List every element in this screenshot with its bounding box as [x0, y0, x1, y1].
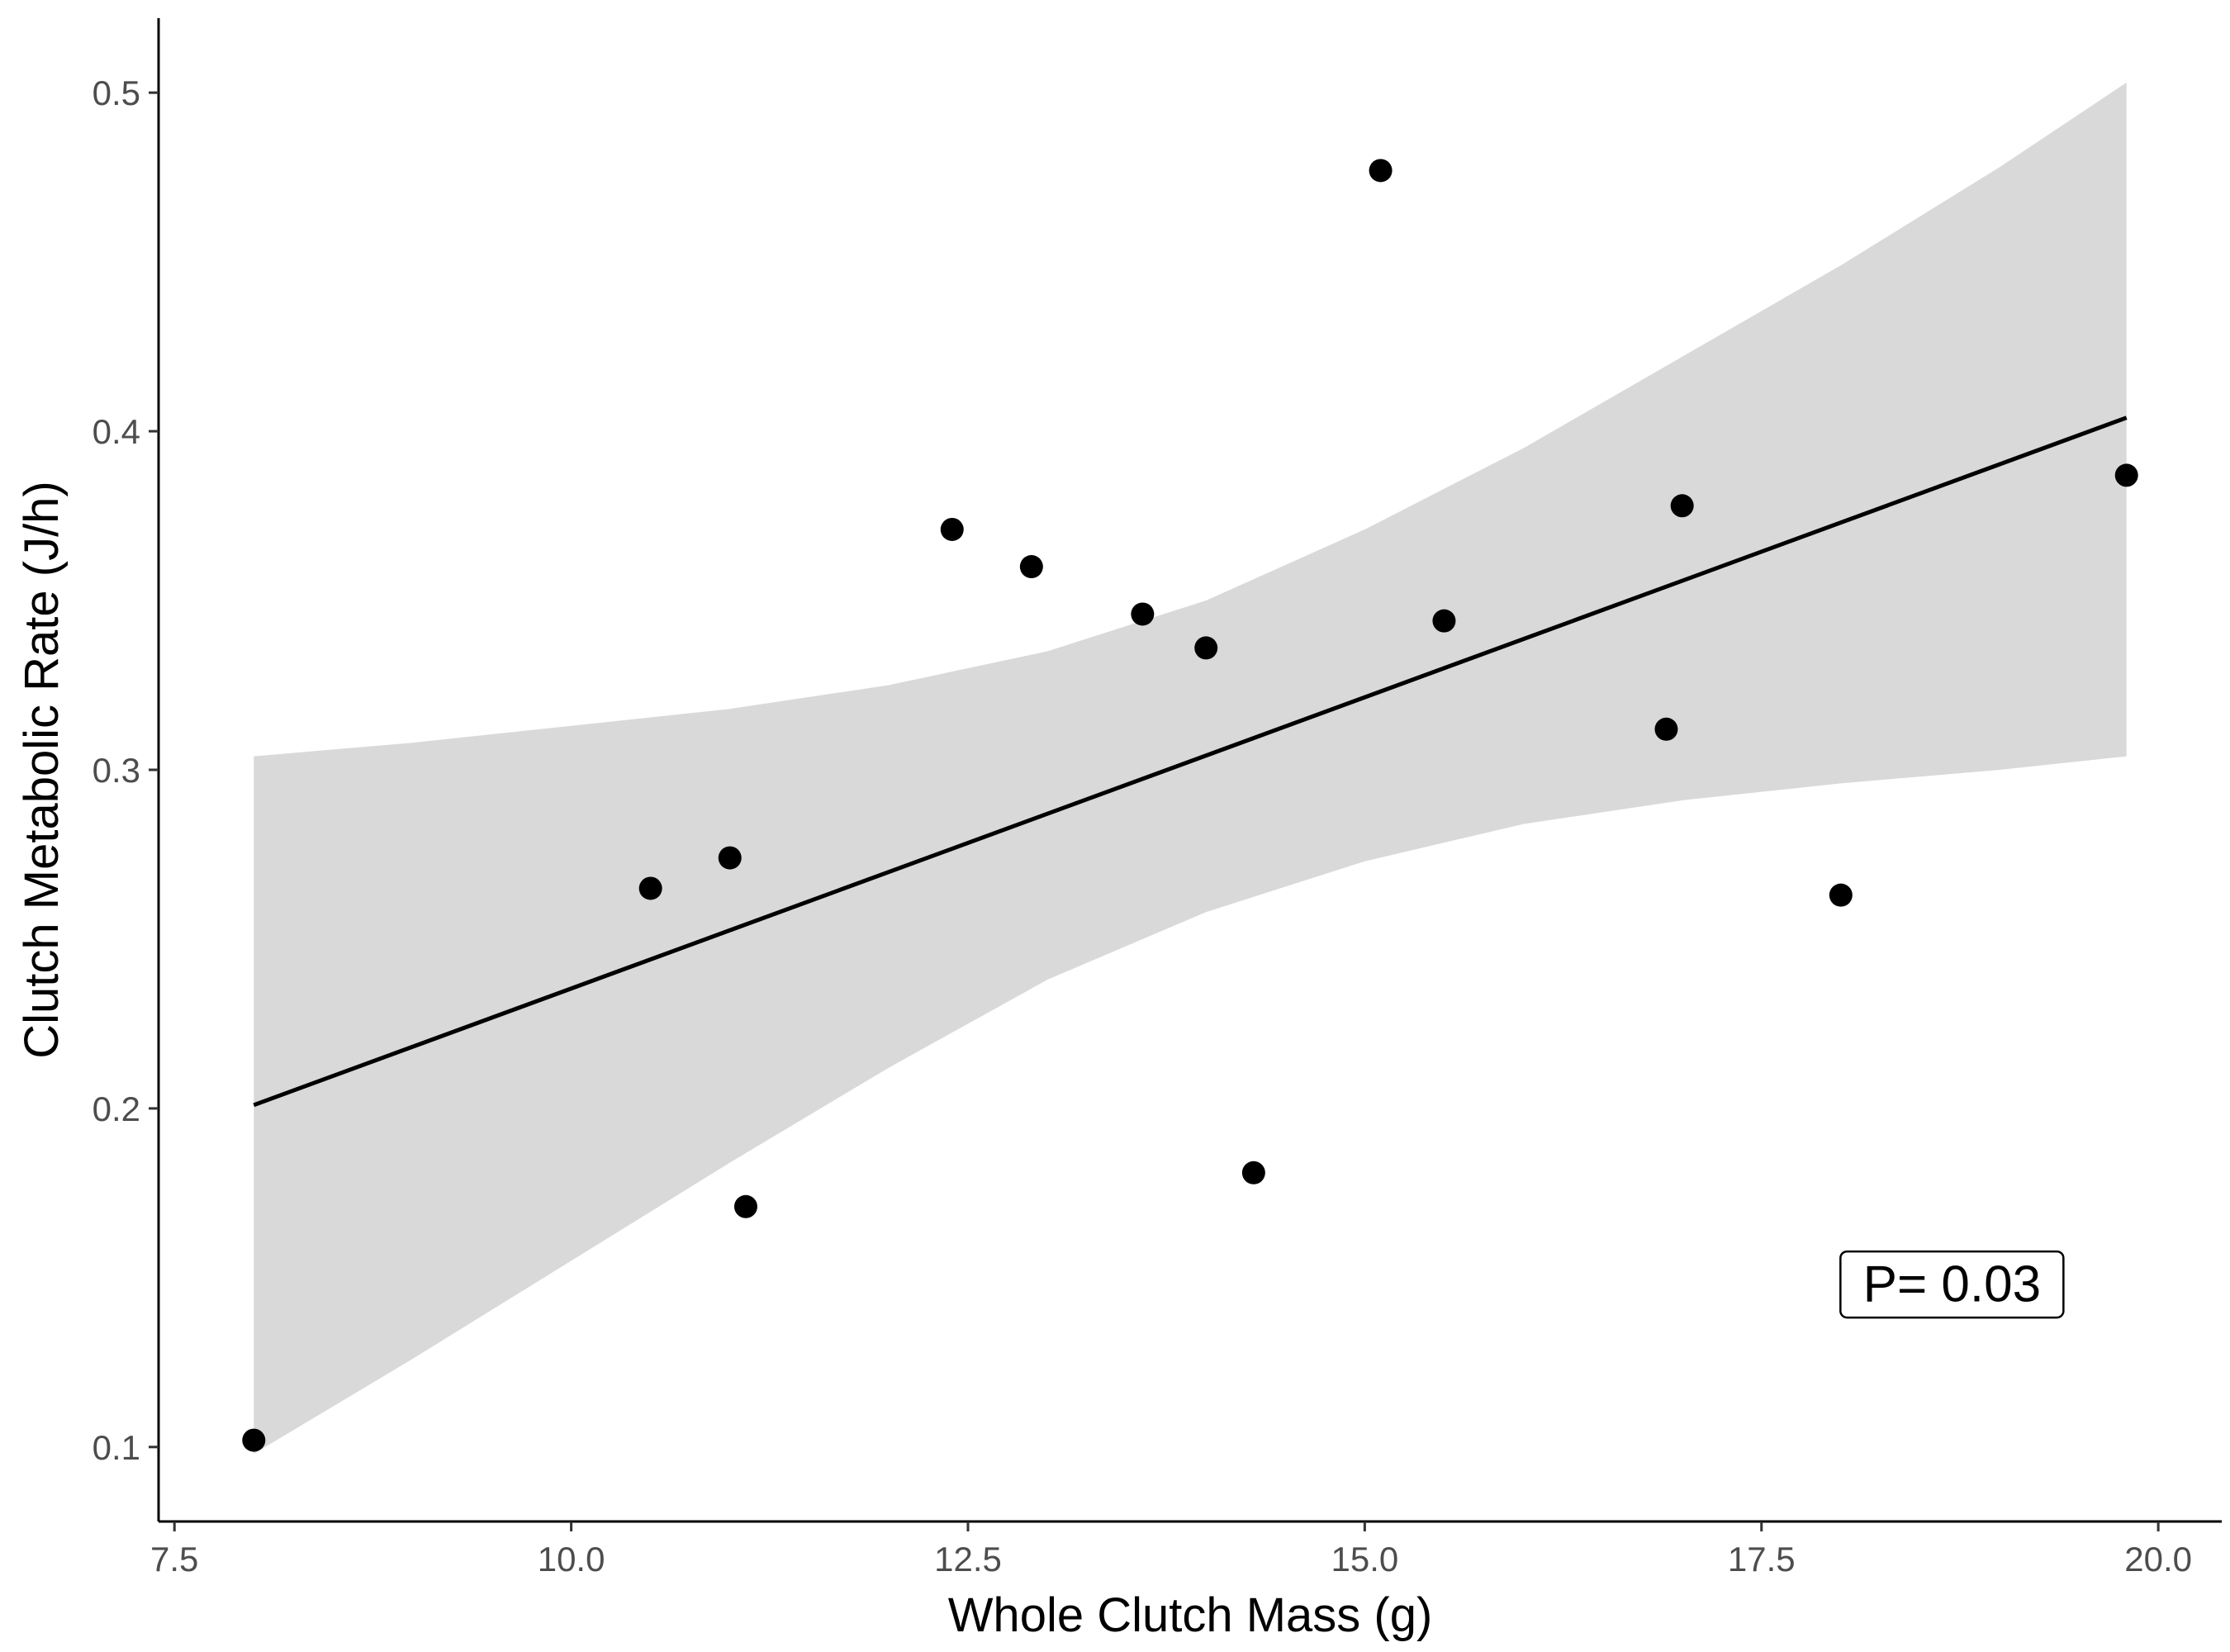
- data-point-2: [638, 876, 662, 900]
- data-points: [242, 159, 2138, 1452]
- data-point-8: [1194, 636, 1218, 660]
- y-axis-ticks: 0.1 0.2 0.3 0.4 0.5: [93, 74, 159, 1467]
- p-value-annotation: P= 0.03: [1839, 1250, 2065, 1319]
- y-axis-title: Clutch Metabolic Rate (J/h): [15, 481, 69, 1058]
- data-point-10: [1369, 159, 1393, 183]
- data-point-3: [718, 846, 742, 870]
- y-tick-label: 0.4: [93, 412, 140, 451]
- data-point-9: [1241, 1161, 1265, 1184]
- x-tick-label: 10.0: [538, 1540, 605, 1578]
- x-axis-ticks: 7.5 10.0 12.5 15.0 17.5 20.0: [150, 1521, 2192, 1578]
- confidence-band: [254, 82, 2127, 1454]
- x-tick-label: 7.5: [150, 1540, 198, 1578]
- x-axis-title: Whole Clutch Mass (g): [948, 1588, 1433, 1642]
- data-point-12: [1654, 717, 1678, 741]
- x-tick-label: 20.0: [2124, 1540, 2192, 1578]
- x-tick-label: 12.5: [934, 1540, 1002, 1578]
- data-point-15: [2114, 463, 2138, 487]
- data-point-1: [242, 1428, 266, 1452]
- data-point-13: [1670, 494, 1694, 518]
- p-value-label: P= 0.03: [1863, 1256, 2041, 1313]
- y-tick-label: 0.1: [93, 1428, 140, 1467]
- data-point-4: [733, 1194, 757, 1218]
- regression-line: [253, 415, 2128, 1108]
- x-tick-label: 17.5: [1728, 1540, 1796, 1578]
- y-tick-label: 0.3: [93, 751, 140, 790]
- data-point-14: [1829, 883, 1853, 907]
- data-point-7: [1131, 602, 1155, 626]
- data-point-5: [940, 517, 964, 541]
- x-tick-label: 15.0: [1331, 1540, 1398, 1578]
- p-value-box: [1839, 1250, 2065, 1319]
- data-point-11: [1432, 609, 1456, 633]
- data-point-6: [1019, 555, 1043, 579]
- y-tick-label: 0.5: [93, 74, 140, 112]
- y-tick-label: 0.2: [93, 1089, 140, 1128]
